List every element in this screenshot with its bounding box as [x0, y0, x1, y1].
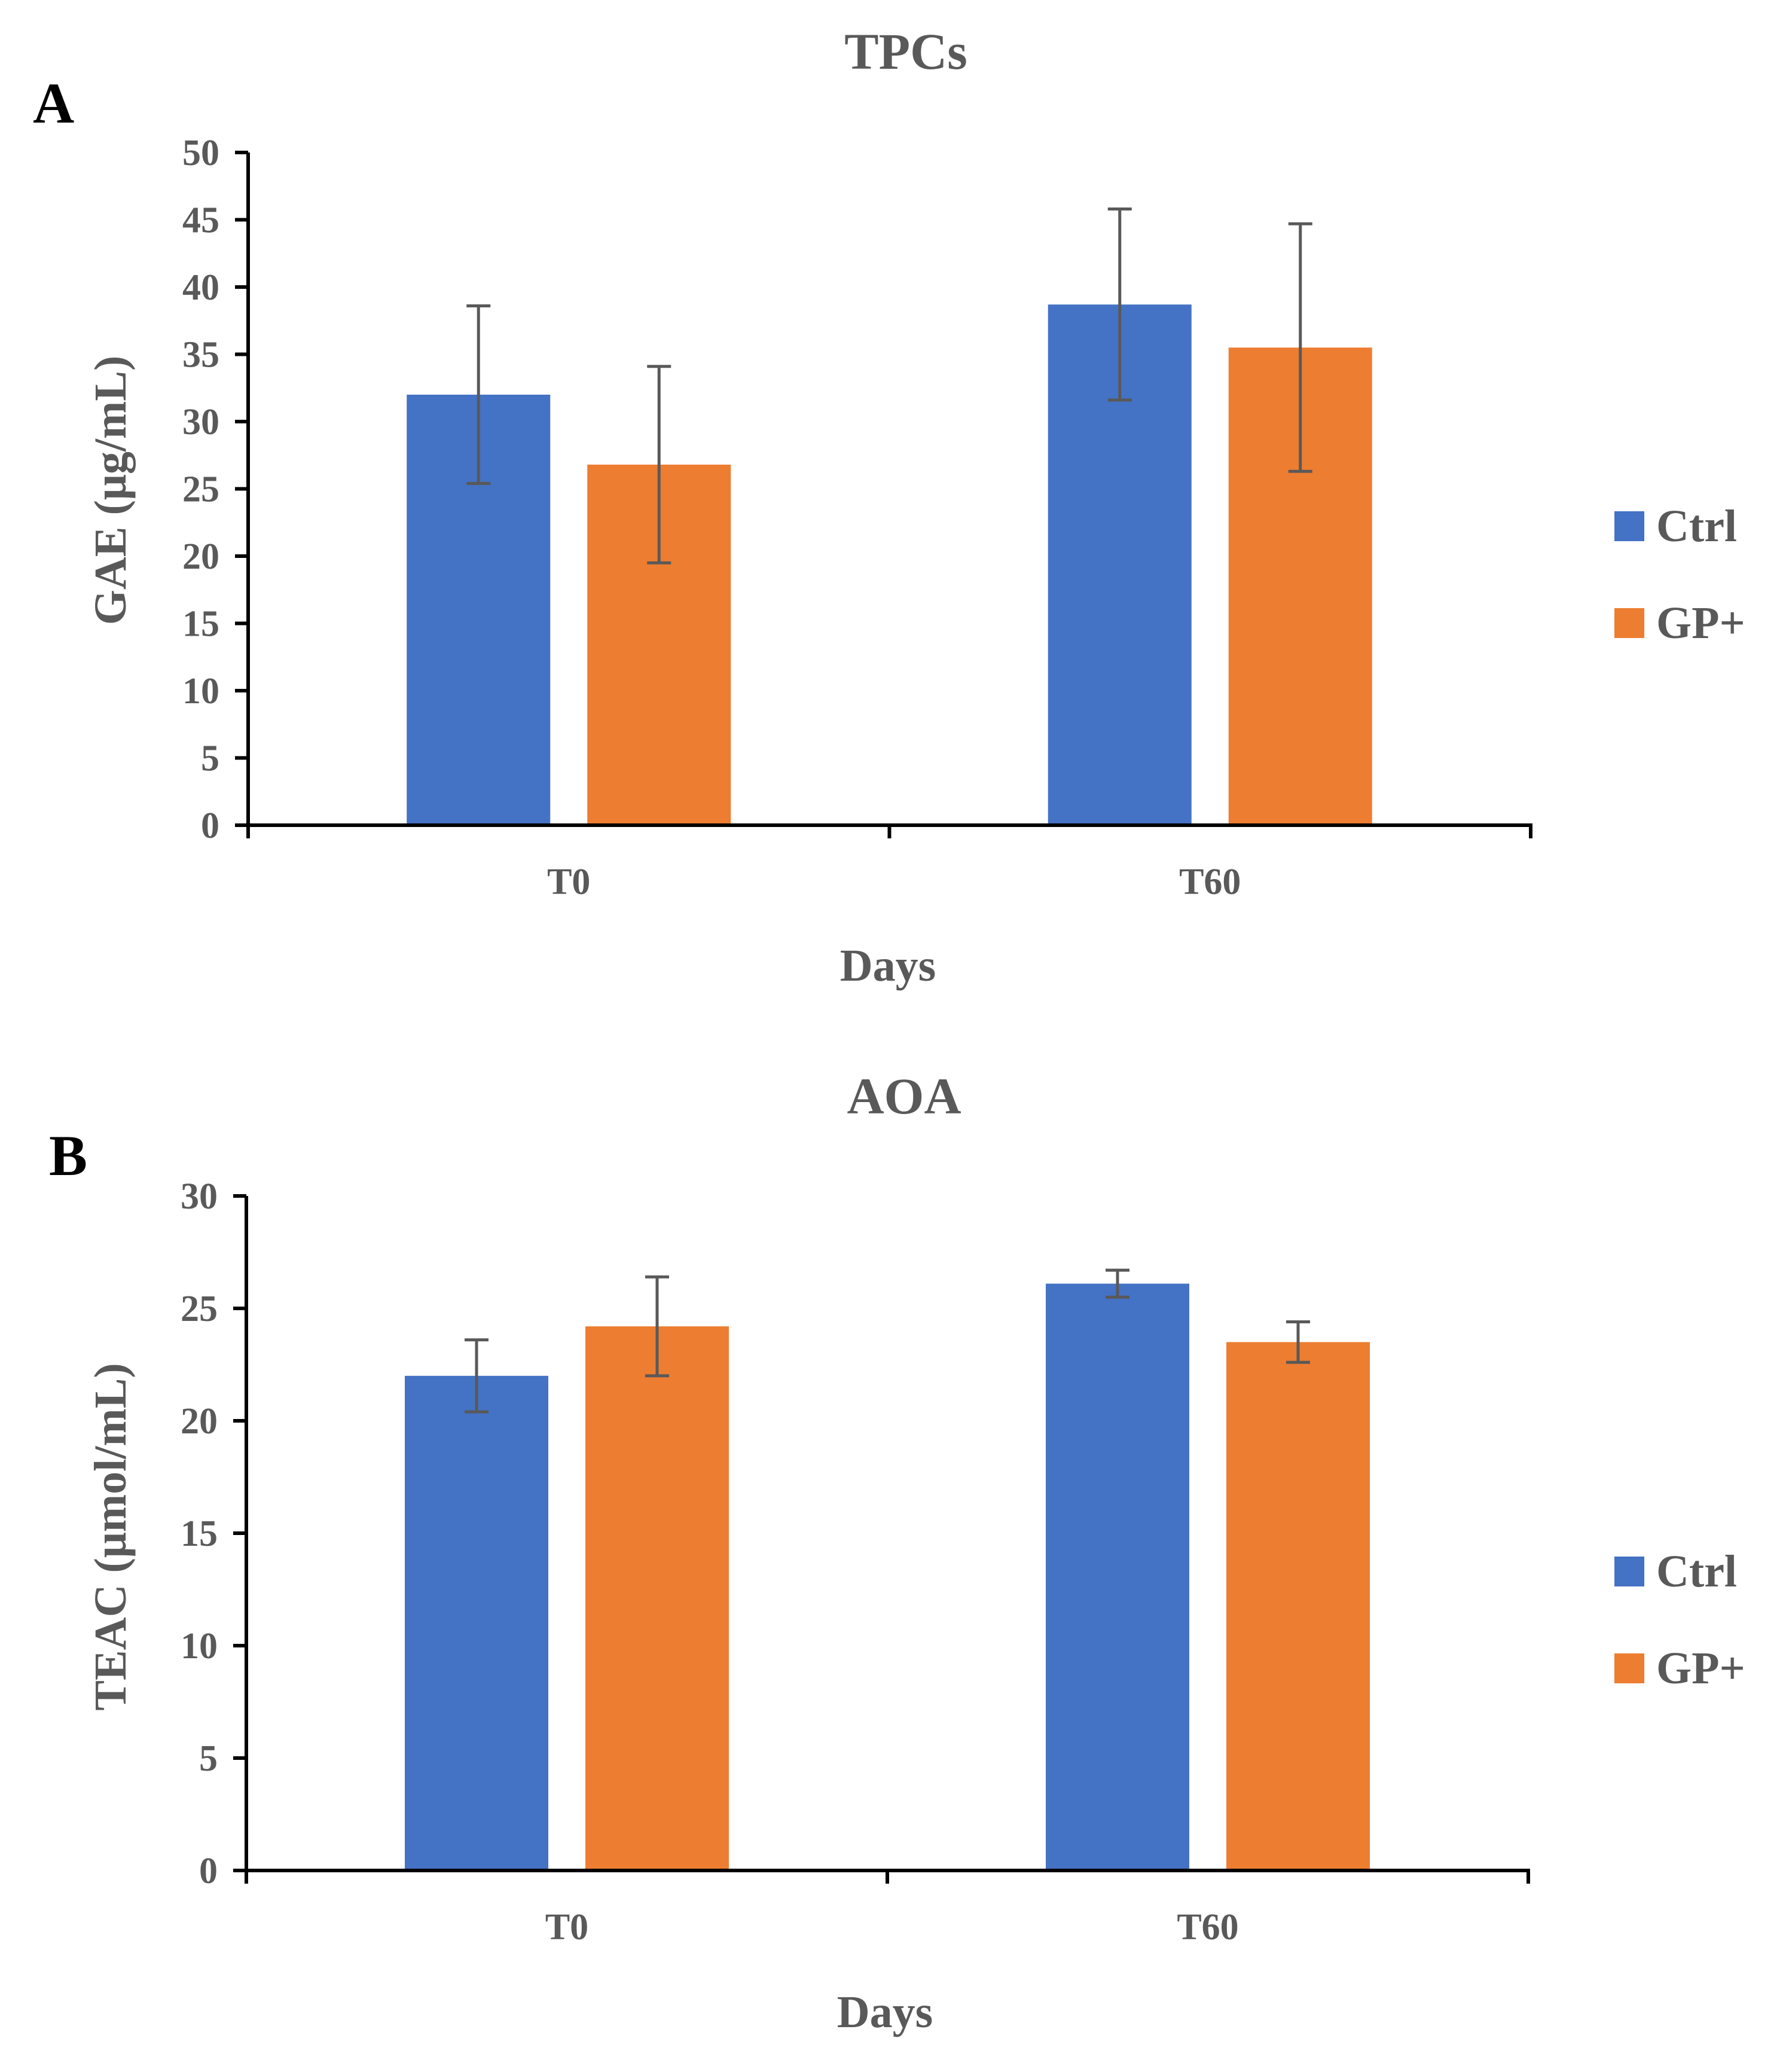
chart-b-y-tick-label: 25: [181, 1289, 218, 1329]
chart-a-legend-label-ctrl: Ctrl: [1656, 501, 1737, 551]
chart-a-plot-area: 0 5 10 15 20 25 30 35 40 45 50 T0 T60 Ctrl GP+: [182, 133, 1745, 902]
chart-b-bar-gp-t60: [1226, 1342, 1370, 1870]
chart-b-legend-swatch-gp: [1614, 1653, 1644, 1683]
chart-b-ylabel: TEAC (μmol/mL): [86, 1363, 136, 1710]
chart-a-xlabel: Days: [840, 941, 936, 991]
chart-b-y-tick-label: 10: [181, 1626, 218, 1667]
chart-b-legend-label-gp: GP+: [1656, 1643, 1745, 1693]
chart-a-y-tick-label: 10: [182, 671, 219, 712]
chart-b-legend-label-ctrl: Ctrl: [1656, 1546, 1737, 1597]
panel-a-letter: A: [33, 71, 74, 135]
panel-b-letter: B: [49, 1124, 87, 1188]
chart-b-legend-swatch-ctrl: [1614, 1557, 1644, 1586]
chart-a-y-tick-label: 20: [182, 536, 219, 577]
chart-a-y-tick-label: 25: [182, 469, 219, 510]
chart-b-y-tick-label: 30: [181, 1176, 218, 1217]
chart-a-y-tick-label: 45: [182, 200, 219, 241]
chart-a-x-tick-label: T0: [547, 862, 590, 902]
chart-a-y-tick-label: 30: [182, 402, 219, 443]
chart-b-xlabel: Days: [837, 1987, 933, 2037]
chart-b-bar-gp-t0: [585, 1326, 729, 1870]
chart-a-y-tick-label: 0: [201, 805, 219, 846]
chart-a-ylabel: GAE (μg/mL): [86, 356, 136, 625]
chart-b-y-tick-label: 20: [181, 1401, 218, 1442]
chart-b-y-tick-label: 5: [199, 1738, 218, 1779]
chart-b-title: AOA: [847, 1067, 961, 1125]
chart-b-y-tick-label: 15: [181, 1513, 218, 1554]
chart-a-title: TPCs: [844, 23, 967, 80]
chart-a-x-tick-label: T60: [1179, 862, 1241, 902]
chart-b-plot-area: 0 5 10 15 20 25 30 T0 T60 Ctrl GP+: [181, 1176, 1745, 1948]
chart-a-y-tick-label: 5: [201, 739, 219, 779]
chart-b-y-tick-label: 0: [199, 1851, 218, 1891]
chart-a-legend-label-gp: GP+: [1656, 598, 1745, 648]
chart-a-y-tick-label: 35: [182, 335, 219, 376]
chart-a-legend-swatch-gp: [1614, 608, 1644, 638]
chart-b-bar-ctrl-t60: [1046, 1283, 1189, 1870]
chart-a-y-tick-label: 15: [182, 604, 219, 645]
chart-b-x-tick-label: T60: [1177, 1907, 1238, 1948]
chart-a-y-tick-label: 50: [182, 133, 219, 173]
chart-a-y-tick-label: 40: [182, 267, 219, 308]
chart-b-bar-ctrl-t0: [405, 1375, 548, 1870]
chart-b-x-tick-label: T0: [545, 1907, 588, 1948]
chart-a-legend-swatch-ctrl: [1614, 511, 1644, 541]
